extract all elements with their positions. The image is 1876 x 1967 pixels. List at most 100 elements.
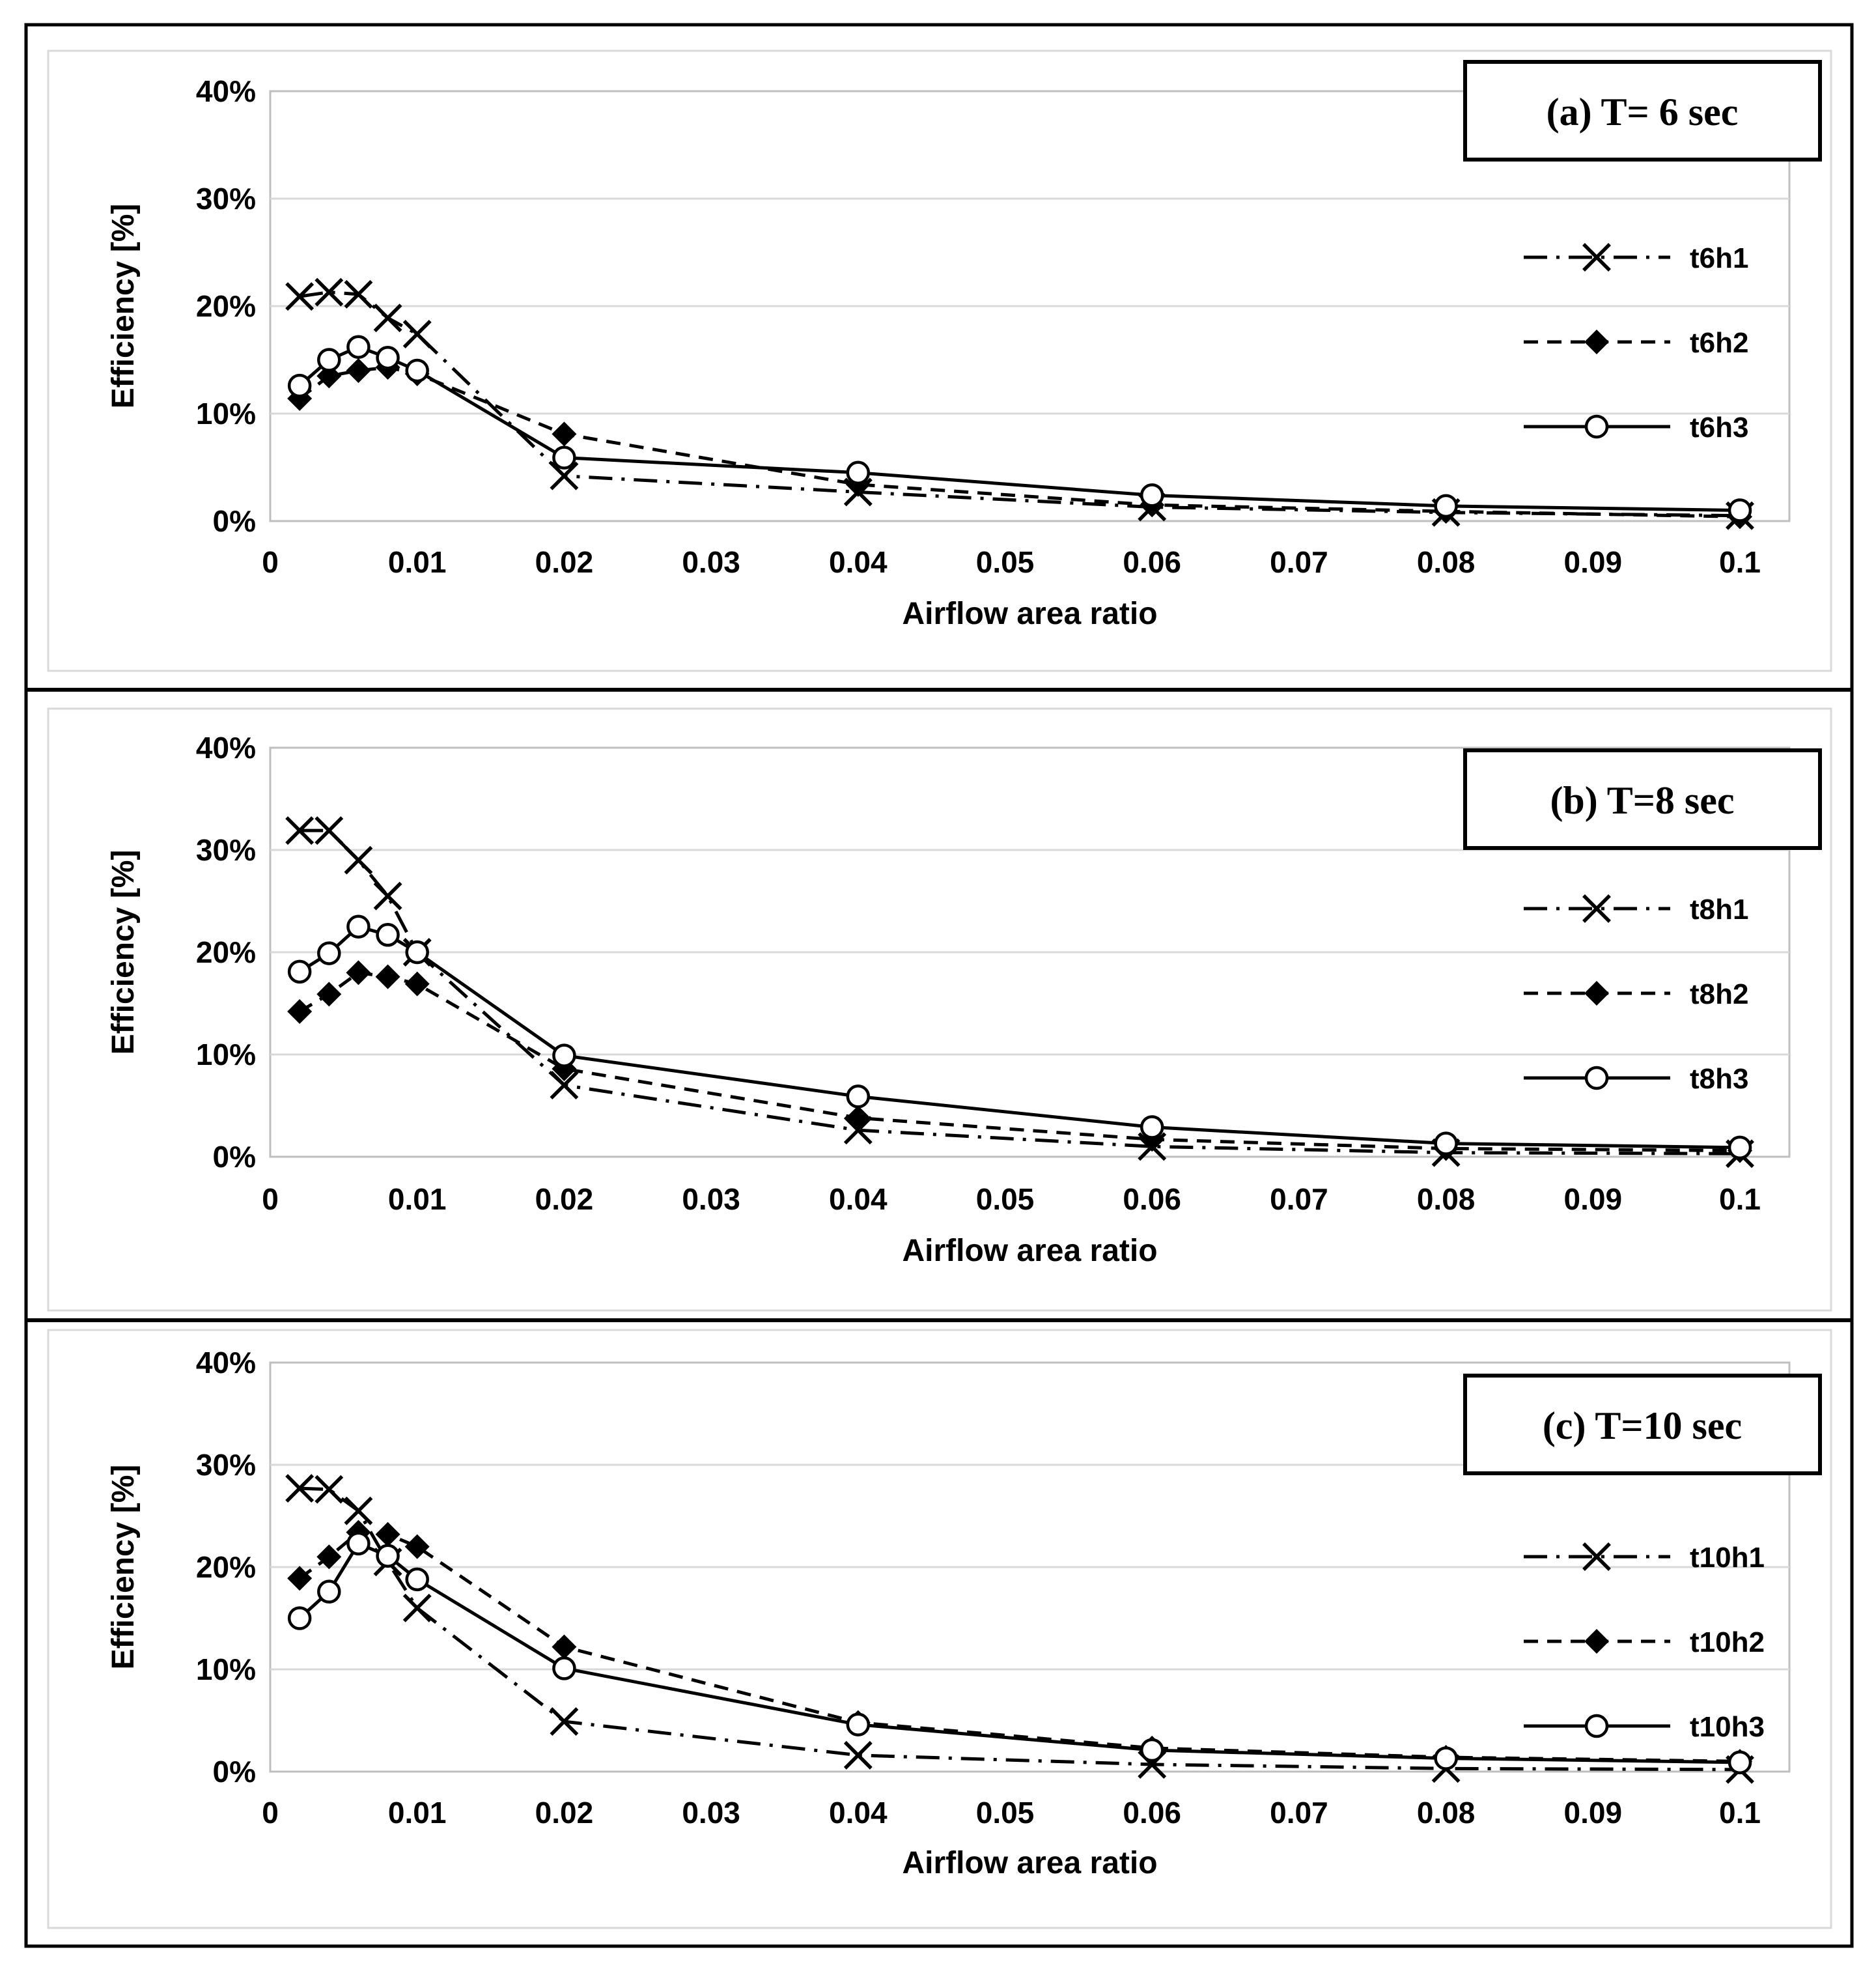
series-t8h3 [287, 914, 1752, 1160]
y-axis-tick-label: 0% [213, 504, 256, 538]
marker-circle-icon [1434, 1746, 1458, 1770]
x-axis-tick-label: 0.06 [1123, 1796, 1181, 1830]
x-axis-tick-label: 0 [262, 1182, 279, 1216]
x-axis-tick-label: 0.02 [535, 1182, 594, 1216]
marker-x-icon [285, 282, 315, 311]
x-axis-title: Airflow area ratio [902, 597, 1157, 631]
marker-circle-icon [346, 1531, 371, 1556]
legend-label: t8h2 [1690, 978, 1748, 1010]
marker-x-icon [373, 881, 402, 911]
marker-diamond-icon [287, 1566, 313, 1591]
marker-x-icon [344, 1496, 373, 1525]
x-axis-tick-label: 0.1 [1719, 545, 1761, 579]
x-axis-tick-label: 0.07 [1270, 545, 1328, 579]
x-axis-tick-label: 0.01 [388, 545, 447, 579]
series-t10h3 [287, 1531, 1752, 1775]
marker-diamond-icon [552, 421, 577, 447]
legend-label: t6h2 [1690, 327, 1748, 359]
marker-diamond-icon [375, 1521, 400, 1547]
marker-circle-icon [346, 914, 371, 939]
marker-circle-icon [376, 345, 400, 370]
x-axis-tick-label: 0.09 [1564, 1796, 1623, 1830]
series-line-t8h1 [300, 828, 1741, 1155]
marker-x-icon [1582, 1542, 1611, 1571]
series-line-t6h3 [298, 345, 1741, 512]
marker-diamond-icon [1584, 330, 1609, 354]
panel-title: (b) T=8 sec [1550, 779, 1734, 822]
panel-title: (a) T= 6 sec [1547, 91, 1739, 134]
marker-x-icon [285, 816, 315, 845]
marker-diamond-icon [346, 358, 371, 383]
legend: t8h1 t8h2 t8h3 [1524, 894, 1748, 1095]
x-axis-tick-label: 0.09 [1564, 545, 1623, 579]
marker-circle-icon [287, 373, 312, 398]
x-axis-tick-label: 0.08 [1417, 1182, 1476, 1216]
marker-circle-icon [346, 335, 371, 359]
marker-circle-icon [317, 941, 341, 965]
marker-x-icon [550, 1071, 579, 1100]
x-axis-tick-label: 0.05 [976, 1796, 1035, 1830]
x-axis-tick-label: 0.05 [976, 1182, 1035, 1216]
x-axis-tick-label: 0.03 [682, 1182, 740, 1216]
x-axis-tick-label: 0.09 [1564, 1182, 1623, 1216]
x-axis-tick-label: 0.05 [976, 545, 1035, 579]
marker-x-icon [344, 279, 373, 309]
y-axis-tick-label: 20% [196, 1550, 256, 1584]
y-axis-tick-label: 40% [196, 731, 256, 765]
marker-diamond-icon [316, 1544, 342, 1570]
marker-circle-icon [287, 959, 312, 984]
marker-circle-icon [1728, 1135, 1752, 1160]
y-axis-tick-label: 30% [196, 182, 256, 216]
marker-x-icon [402, 319, 432, 348]
x-axis-tick-label: 0 [262, 545, 279, 579]
legend-label: t6h3 [1690, 412, 1748, 444]
y-axis-title: Efficiency [%] [106, 204, 141, 409]
outer-border [24, 23, 1854, 1948]
marker-diamond-icon [316, 982, 342, 1007]
y-axis-tick-label: 0% [213, 1140, 256, 1174]
x-axis-title: Airflow area ratio [902, 1234, 1157, 1268]
x-axis-tick-label: 0.1 [1719, 1796, 1761, 1830]
marker-circle-icon [846, 1712, 871, 1737]
legend: t6h1 t6h2 t6h3 [1524, 242, 1748, 444]
marker-diamond-icon [375, 964, 400, 989]
x-axis-tick-label: 0.01 [388, 1796, 447, 1830]
y-axis-tick-label: 20% [196, 935, 256, 969]
y-axis-title: Efficiency [%] [106, 850, 141, 1055]
marker-circle-icon [287, 1606, 312, 1630]
marker-x-icon [344, 845, 373, 875]
marker-circle-icon [1140, 1115, 1164, 1139]
marker-x-icon [285, 1474, 315, 1503]
marker-x-icon [1582, 243, 1611, 272]
panel-b: 0% 10% 20% 30% 40% 0 0.01 0.02 0.03 0.04 0.05 0.06 0… [47, 707, 1832, 1312]
marker-circle-icon [376, 923, 400, 947]
legend-item-t10h1: t10h1 [1524, 1542, 1765, 1574]
x-axis-tick-label: 0.04 [829, 1796, 888, 1830]
marker-x-icon [1582, 894, 1611, 923]
marker-circle-icon [1584, 1066, 1609, 1090]
legend-item-t8h1: t8h1 [1524, 894, 1748, 926]
y-axis-tick-label: 30% [196, 1448, 256, 1482]
series-line-t6h2 [298, 365, 1741, 518]
y-axis-title: Efficiency [%] [106, 1465, 141, 1670]
marker-circle-icon [405, 940, 429, 965]
panel-title-box [1463, 60, 1822, 162]
series-line-t6h1 [299, 290, 1741, 518]
x-axis-tick-label: 0.04 [829, 545, 888, 579]
legend-item-t6h2: t6h2 [1524, 327, 1748, 359]
marker-x-icon [843, 1740, 873, 1770]
marker-circle-icon [1140, 483, 1164, 507]
legend-label: t10h2 [1690, 1626, 1765, 1658]
x-axis-tick-label: 0.07 [1270, 1182, 1328, 1216]
marker-circle-icon [317, 1579, 341, 1604]
x-axis-tick-label: 0.03 [682, 545, 740, 579]
panel-title-box [1463, 748, 1822, 850]
x-axis-title: Airflow area ratio [902, 1846, 1157, 1880]
y-axis-tick-label: 40% [196, 1346, 256, 1380]
marker-diamond-icon [346, 960, 371, 985]
marker-circle-icon [1728, 1750, 1752, 1775]
x-axis-tick-label: 0.06 [1123, 545, 1181, 579]
marker-x-icon [402, 1593, 432, 1622]
legend-item-t8h3: t8h3 [1524, 1063, 1748, 1095]
